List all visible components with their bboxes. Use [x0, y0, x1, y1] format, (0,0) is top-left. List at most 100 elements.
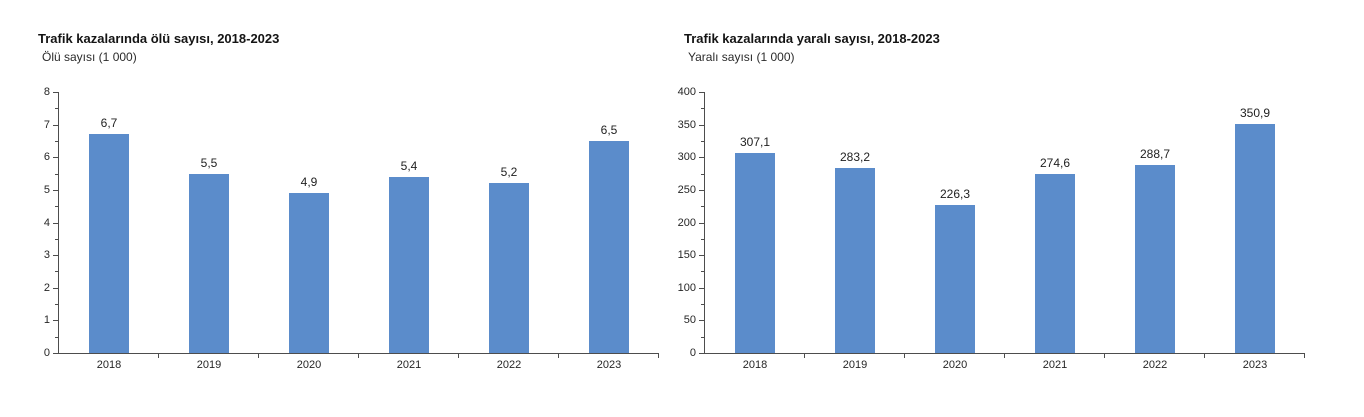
x-axis-boundary-tick — [658, 353, 659, 358]
y-axis-minor-tick — [701, 238, 704, 240]
y-axis-minor-tick — [55, 304, 58, 306]
bar-2023 — [1235, 124, 1275, 353]
y-axis-major-tick — [53, 255, 58, 257]
bar-2019 — [835, 168, 875, 353]
y-axis-tick-label: 3 — [43, 249, 50, 262]
y-axis-tick-label: 50 — [683, 314, 696, 327]
y-axis-major-tick — [699, 320, 704, 322]
bar-value-label: 6,5 — [600, 123, 618, 137]
y-axis-major-tick — [53, 320, 58, 322]
x-axis-boundary-tick — [158, 353, 159, 358]
x-axis-category-label: 2019 — [842, 359, 868, 371]
y-axis-minor-tick — [55, 336, 58, 338]
deaths-bar-chart: Trafik kazalarında ölü sayısı, 2018-2023… — [38, 31, 703, 391]
y-axis-tick-label: 6 — [43, 151, 50, 164]
x-axis-boundary-tick — [358, 353, 359, 358]
y-axis-tick-label: 300 — [677, 151, 696, 164]
y-axis-tick-label: 400 — [677, 86, 696, 98]
bar-2020 — [289, 193, 329, 353]
chart-title: Trafik kazalarında ölü sayısı, 2018-2023 — [38, 31, 280, 46]
bar-2021 — [389, 177, 429, 353]
bar-value-label: 4,9 — [300, 175, 318, 189]
bar-value-label: 283,2 — [839, 150, 871, 164]
bar-2022 — [489, 183, 529, 353]
bar-2018 — [735, 153, 775, 353]
bar-2021 — [1035, 174, 1075, 353]
y-axis-tick-label: 8 — [43, 86, 50, 98]
bar-value-label: 6,7 — [100, 116, 118, 130]
y-axis-minor-tick — [55, 173, 58, 175]
bar-value-label: 288,7 — [1139, 147, 1171, 161]
y-axis-tick-label: 0 — [43, 347, 50, 359]
x-axis-category-label: 2018 — [96, 359, 122, 371]
x-axis-boundary-tick — [1004, 353, 1005, 358]
x-axis-boundary-tick — [558, 353, 559, 358]
y-axis-minor-tick — [55, 206, 58, 208]
x-axis-boundary-tick — [1104, 353, 1105, 358]
y-axis-major-tick — [53, 92, 58, 93]
x-axis-boundary-tick — [258, 353, 259, 358]
x-axis-boundary-tick — [904, 353, 905, 358]
y-axis-major-tick — [699, 287, 704, 289]
y-axis-tick-label: 4 — [43, 216, 50, 229]
chart-title: Trafik kazalarında yaralı sayısı, 2018-2… — [684, 31, 940, 46]
y-axis-major-tick — [699, 92, 704, 93]
y-axis-major-tick — [53, 124, 58, 126]
y-axis-minor-tick — [701, 140, 704, 142]
bar-2019 — [189, 174, 229, 353]
y-axis-major-tick — [699, 255, 704, 257]
y-axis-unit-label: Yaralı sayısı (1 000) — [688, 50, 795, 64]
plot-area: 0 1 2 3 4 5 6 7 8 6,7 2018 5,5 2019 4,9 2020 5,4 2021 5,2… — [44, 86, 659, 371]
y-axis-tick-label: 1 — [43, 314, 50, 327]
y-axis-tick-label: 5 — [43, 183, 50, 196]
x-axis-category-label: 2022 — [496, 359, 522, 371]
bar-value-label: 5,4 — [400, 159, 418, 173]
y-axis-minor-tick — [701, 336, 704, 338]
y-axis-minor-tick — [701, 304, 704, 306]
y-axis-major-tick — [699, 157, 704, 159]
y-axis-tick-label: 250 — [677, 183, 696, 196]
y-axis-minor-tick — [55, 108, 58, 110]
bar-value-label: 350,9 — [1239, 106, 1271, 120]
x-axis-boundary-tick — [1204, 353, 1205, 358]
x-axis-boundary-tick — [458, 353, 459, 358]
y-axis-minor-tick — [701, 271, 704, 273]
y-axis-tick-label: 200 — [677, 216, 696, 229]
y-axis-tick-label: 150 — [677, 249, 696, 262]
y-axis-minor-tick — [55, 271, 58, 273]
x-axis-category-label: 2022 — [1142, 359, 1168, 371]
y-axis-tick-label: 7 — [43, 118, 50, 131]
x-axis-category-label: 2020 — [942, 359, 968, 371]
x-axis-category-label: 2019 — [196, 359, 222, 371]
bar-value-label: 274,6 — [1039, 156, 1071, 170]
y-axis-minor-tick — [701, 206, 704, 208]
bar-value-label: 226,3 — [939, 187, 971, 201]
y-axis-tick-label: 100 — [677, 281, 696, 294]
y-axis-minor-tick — [701, 173, 704, 175]
y-axis-unit-label: Ölü sayısı (1 000) — [42, 50, 137, 64]
x-axis-category-label: 2018 — [742, 359, 768, 371]
bar-value-label: 5,2 — [500, 165, 518, 179]
y-axis-tick-label: 350 — [677, 118, 696, 131]
bar-2020 — [935, 205, 975, 353]
y-axis-major-tick — [53, 157, 58, 159]
y-axis-minor-tick — [55, 140, 58, 142]
y-axis-major-tick — [699, 353, 704, 354]
y-axis-minor-tick — [55, 238, 58, 240]
bar-2023 — [589, 141, 629, 353]
x-axis-boundary-tick — [804, 353, 805, 358]
injuries-bar-chart: Trafik kazalarında yaralı sayısı, 2018-2… — [678, 31, 1349, 391]
y-axis-tick-label: 0 — [689, 347, 696, 359]
y-axis-major-tick — [53, 353, 58, 354]
x-axis-category-label: 2023 — [1242, 359, 1268, 371]
x-axis-category-label: 2021 — [1042, 359, 1068, 371]
y-axis-major-tick — [53, 222, 58, 224]
y-axis-major-tick — [699, 222, 704, 224]
x-axis-boundary-tick — [1304, 353, 1305, 358]
y-axis-tick-label: 2 — [43, 281, 50, 294]
y-axis-minor-tick — [701, 108, 704, 110]
y-axis-major-tick — [53, 189, 58, 191]
y-axis-major-tick — [699, 189, 704, 191]
x-axis-category-label: 2021 — [396, 359, 422, 371]
